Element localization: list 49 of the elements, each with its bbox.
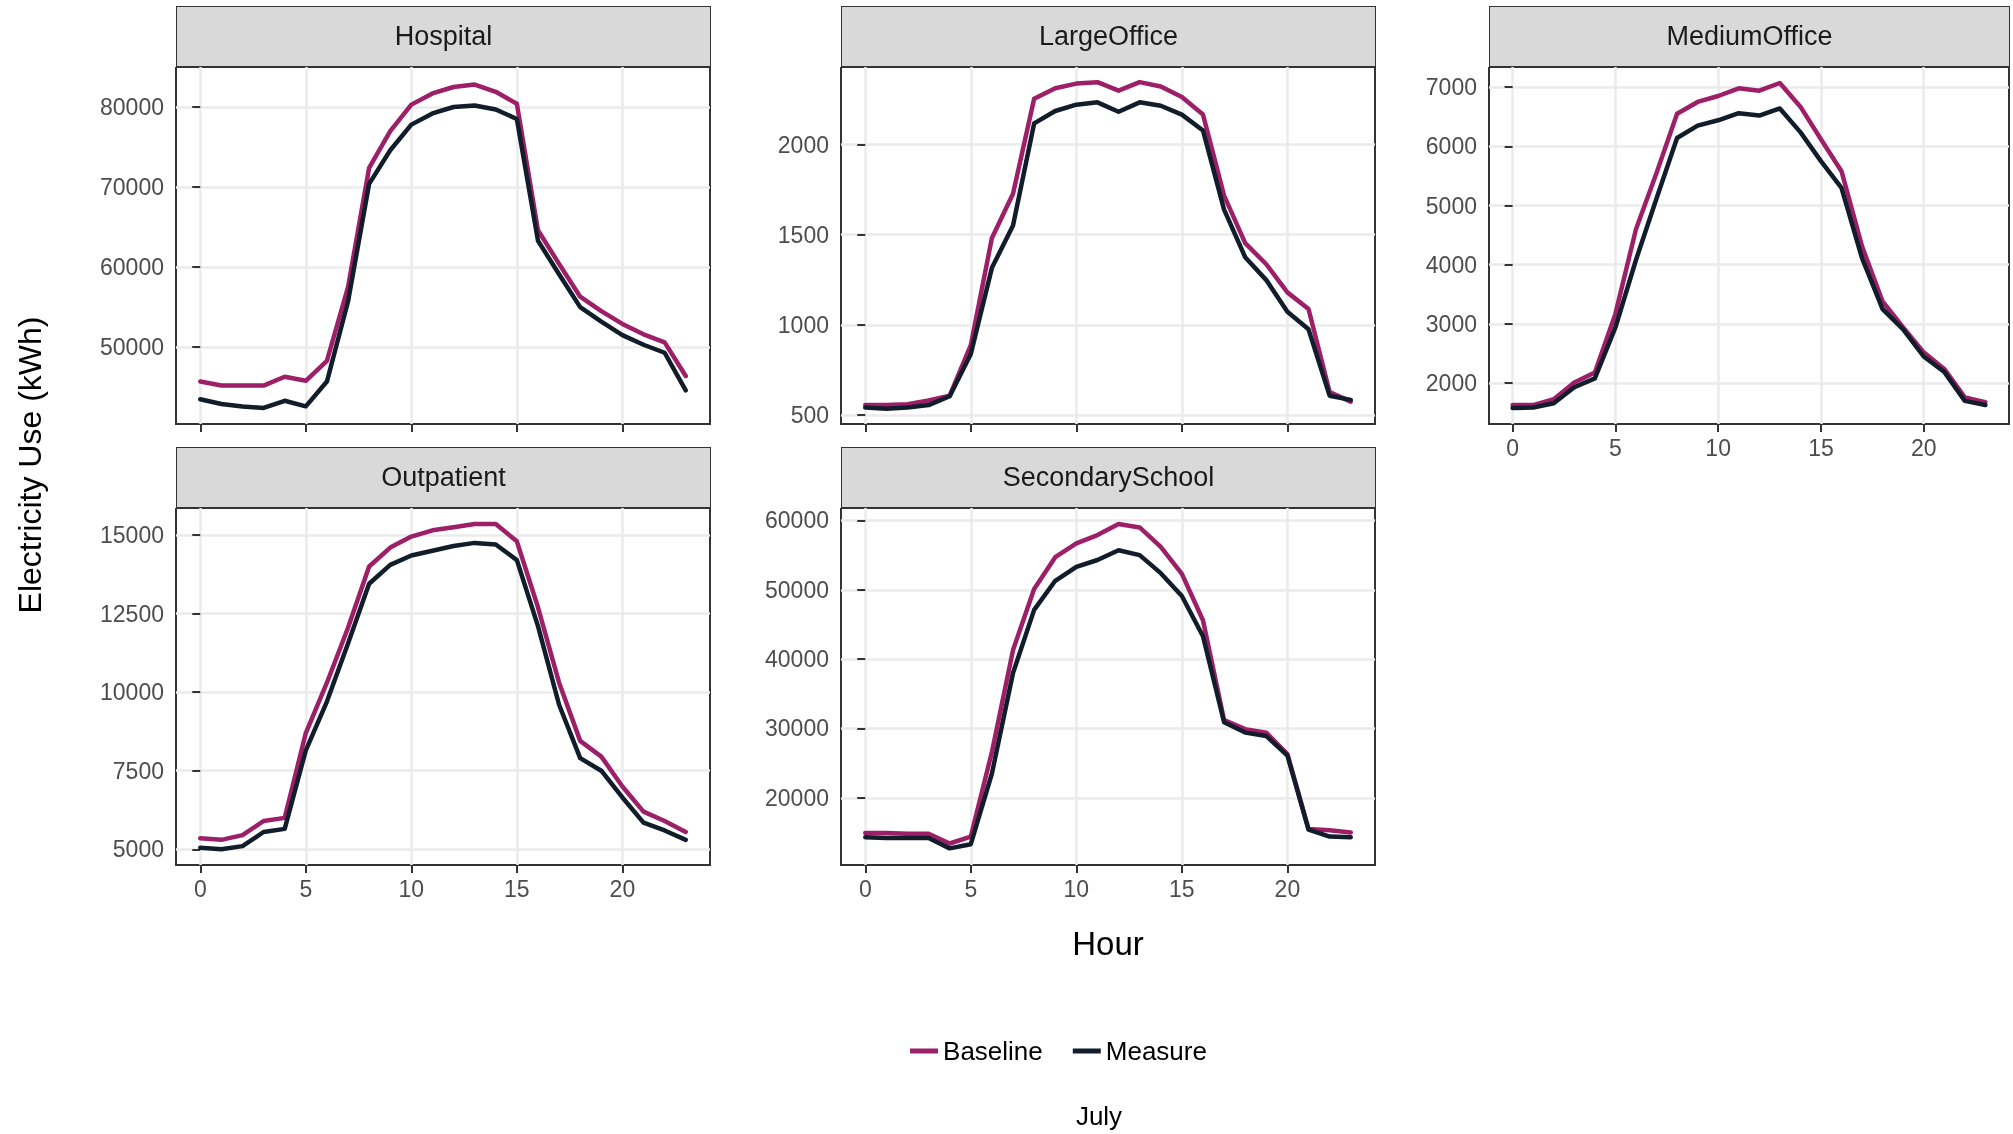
chart-title: MediumOffice [1489, 6, 2010, 68]
x-tick-label: 0 [858, 875, 872, 902]
y-axis-title: Electricity Use (kWh) [11, 316, 49, 614]
y-tick-label: 5000 [1425, 192, 1477, 219]
y-tick-label: 500 [790, 401, 829, 428]
y-tick-label: 4000 [1425, 251, 1477, 278]
chart-title: LargeOffice [841, 6, 1376, 68]
x-tick-label: 5 [964, 875, 978, 902]
x-tick-label: 0 [193, 875, 207, 902]
y-tick-label: 40000 [765, 646, 829, 673]
y-tick-label: 5000 [112, 836, 164, 863]
x-tick-label: 10 [1705, 434, 1731, 461]
y-tick-label: 60000 [100, 254, 164, 281]
y-tick-label: 50000 [765, 576, 829, 603]
y-tick-label: 80000 [100, 94, 164, 121]
legend-label: Measure [1105, 1036, 1207, 1066]
y-tick-label: 1500 [777, 221, 829, 248]
y-tick-label: 7000 [1425, 74, 1477, 101]
y-tick-label: 7500 [112, 757, 164, 784]
y-tick-label: 10000 [100, 679, 164, 706]
chart-title: Outpatient [176, 447, 711, 509]
x-tick-label: 15 [504, 875, 530, 902]
y-tick-label: 3000 [1425, 310, 1477, 337]
x-tick-label: 15 [1169, 875, 1195, 902]
x-tick-label: 5 [299, 875, 313, 902]
x-tick-label: 10 [398, 875, 425, 902]
y-tick-label: 20000 [765, 784, 829, 811]
y-tick-label: 2000 [1425, 370, 1477, 397]
x-tick-label: 10 [1063, 875, 1090, 902]
y-tick-label: 1000 [777, 311, 829, 338]
y-tick-label: 60000 [765, 507, 829, 534]
chart-title: SecondarySchool [841, 447, 1376, 509]
y-tick-label: 12500 [100, 600, 164, 627]
x-tick-label: 20 [609, 875, 636, 902]
text: July [1075, 1100, 1123, 1132]
x-tick-label: 5 [1609, 434, 1622, 461]
y-tick-label: 70000 [100, 174, 164, 201]
x-tick-label: 20 [1274, 875, 1301, 902]
x-axis-title: Hour [1072, 925, 1144, 962]
x-tick-label: 15 [1808, 434, 1834, 461]
legend-label: Baseline [943, 1036, 1043, 1066]
y-tick-label: 2000 [777, 131, 829, 158]
y-tick-label: 50000 [100, 334, 164, 361]
y-tick-label: 6000 [1425, 133, 1477, 160]
x-tick-label: 0 [1506, 434, 1520, 461]
y-tick-label: 30000 [765, 715, 829, 742]
y-tick-label: 15000 [100, 522, 164, 549]
x-tick-label: 20 [1910, 434, 1937, 461]
chart-title: Hospital [176, 6, 711, 68]
